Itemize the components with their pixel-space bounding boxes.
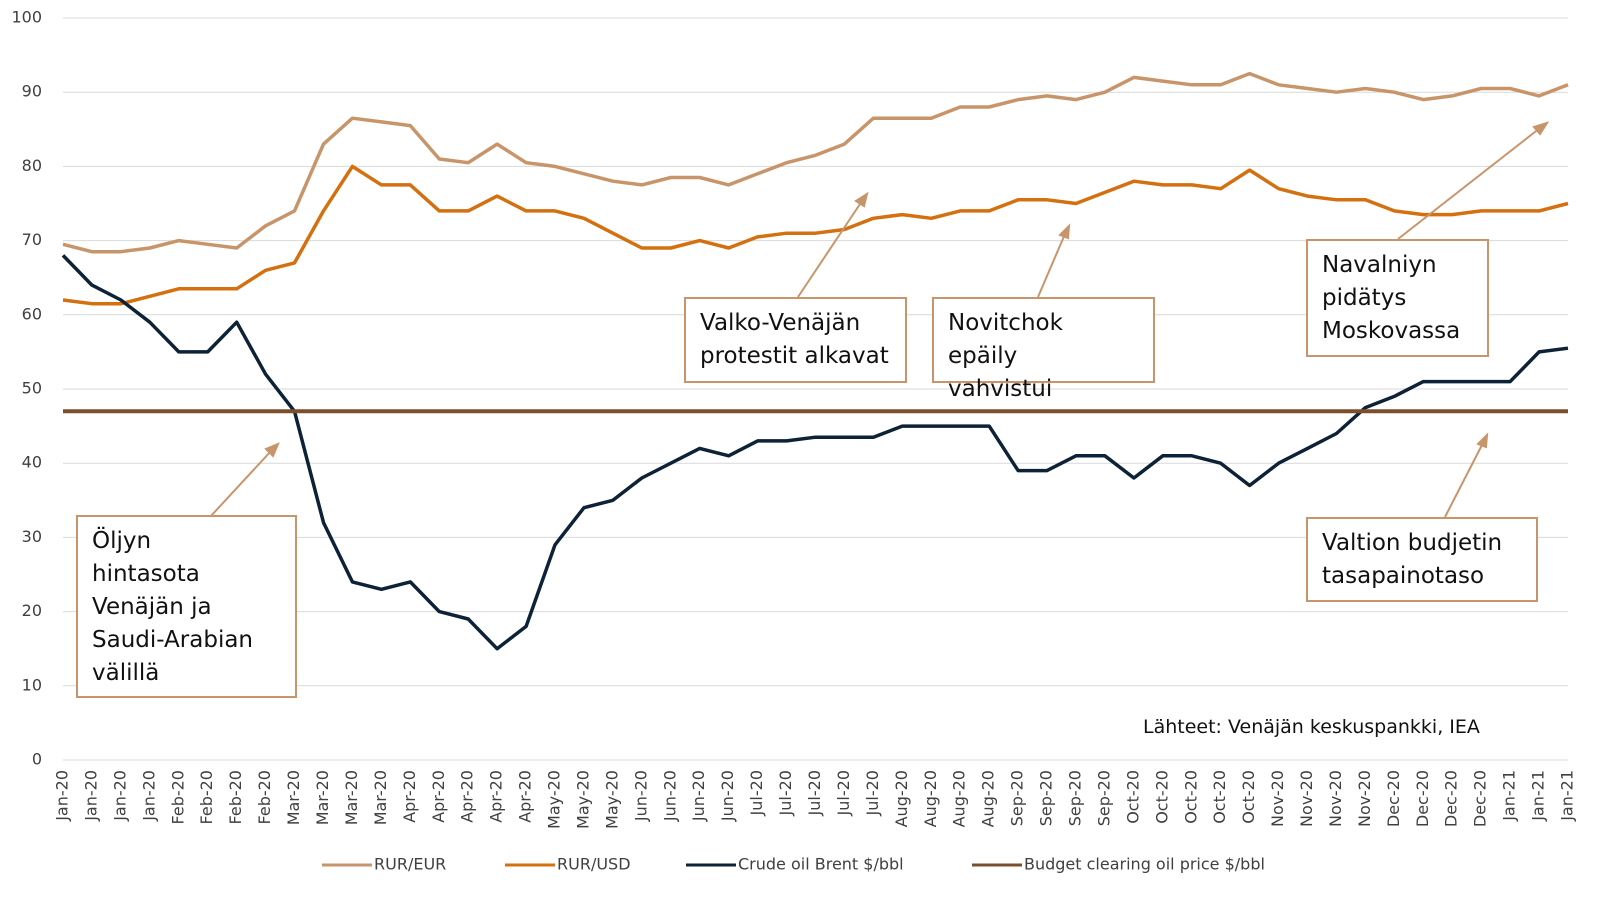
y-tick-label: 40 [22, 453, 42, 472]
y-tick-label: 20 [22, 601, 42, 620]
x-tick-label: Jul-20 [834, 770, 853, 816]
x-tick-label: Apr-20 [458, 770, 477, 823]
y-tick-label: 10 [22, 675, 42, 694]
x-tick-label: Oct-20 [1123, 770, 1142, 824]
x-tick-label: Jul-20 [747, 770, 766, 816]
x-tick-label: Oct-20 [1152, 770, 1171, 824]
x-tick-label: Mar-20 [284, 770, 303, 825]
x-tick-label: Sep-20 [1094, 770, 1113, 826]
x-tick-label: Apr-20 [487, 770, 506, 823]
legend-label: Crude oil Brent $/bbl [738, 855, 904, 874]
x-tick-label: Mar-20 [342, 770, 361, 825]
x-tick-label: Oct-20 [1181, 770, 1200, 824]
x-tick-label: Aug-20 [892, 770, 911, 827]
x-tick-label: Jul-20 [776, 770, 795, 816]
x-tick-label: Jun-20 [718, 770, 737, 822]
x-tick-label: Dec-20 [1384, 770, 1403, 827]
x-tick-label: Nov-20 [1326, 770, 1345, 827]
x-tick-label: May-20 [573, 770, 592, 829]
x-tick-label: Aug-20 [950, 770, 969, 827]
x-tick-label: Feb-20 [168, 770, 187, 824]
x-tick-label: Jun-20 [631, 770, 650, 822]
x-tick-label: Aug-20 [921, 770, 940, 827]
legend-label: Budget clearing oil price $/bbl [1024, 855, 1265, 874]
legend-label: RUR/USD [557, 855, 631, 874]
x-tick-label: Apr-20 [400, 770, 419, 823]
y-tick-label: 60 [22, 304, 42, 323]
x-tick-label: Jul-20 [805, 770, 824, 816]
x-tick-label: Mar-20 [371, 770, 390, 825]
annotation: Valtion budjetin tasapainotaso [1306, 517, 1538, 602]
y-tick-label: 100 [11, 8, 42, 27]
x-tick-label: Oct-20 [1239, 770, 1258, 824]
x-tick-label: Nov-20 [1268, 770, 1287, 827]
x-tick-label: Nov-20 [1355, 770, 1374, 827]
x-tick-label: Jul-20 [863, 770, 882, 816]
x-tick-label: May-20 [602, 770, 621, 829]
x-tick-label: Dec-20 [1413, 770, 1432, 827]
source: Lähteet: Venäjän keskuspankki, IEA [1143, 716, 1480, 738]
y-tick-label: 90 [22, 82, 42, 101]
annotation: Valko-Venäjän protestit alkavat [684, 297, 907, 383]
y-tick-label: 30 [22, 527, 42, 546]
y-tick-label: 70 [22, 230, 42, 249]
x-tick-label: Jan-20 [139, 770, 158, 822]
x-tick-label: Sep-20 [1037, 770, 1056, 826]
y-tick-label: 0 [32, 750, 42, 769]
x-tick-label: Jan-20 [110, 770, 129, 822]
y-tick-label: 80 [22, 156, 42, 175]
x-tick-label: Jan-20 [81, 770, 100, 822]
x-tick-label: Apr-20 [516, 770, 535, 823]
x-tick-label: Mar-20 [313, 770, 332, 825]
x-tick-label: Jan-20 [53, 770, 72, 822]
x-tick-label: Feb-20 [197, 770, 216, 824]
annotation-arrows [209, 121, 1550, 518]
x-tick-label: Sep-20 [1065, 770, 1084, 826]
annotation: Novitchok epäily vahvistui [932, 297, 1155, 402]
x-tick-label: Sep-20 [1008, 770, 1027, 826]
annotation: Öljyn hintasota Venäjän ja Saudi-Arabian… [76, 515, 297, 698]
series-line [61, 254, 1569, 651]
x-tick-label: Jan-21 [1500, 770, 1519, 822]
x-tick-label: Nov-20 [1297, 770, 1316, 827]
x-tick-label: Jan-21 [1558, 770, 1577, 822]
x-tick-label: Dec-20 [1442, 770, 1461, 827]
x-tick-label: May-20 [545, 770, 564, 829]
x-tick-label: Jan-21 [1529, 770, 1548, 822]
x-tick-label: Oct-20 [1210, 770, 1229, 824]
series-line [62, 71, 1569, 254]
x-tick-label: Dec-20 [1471, 770, 1490, 827]
x-tick-label: Feb-20 [255, 770, 274, 824]
y-tick-label: 50 [22, 379, 42, 398]
series-line [62, 164, 1569, 306]
x-tick-label: Aug-20 [979, 770, 998, 827]
x-tick-label: Feb-20 [226, 770, 245, 824]
annotation: Navalniyn pidätys Moskovassa [1306, 239, 1489, 357]
legend-label: RUR/EUR [374, 855, 446, 874]
x-tick-label: Jun-20 [660, 770, 679, 822]
x-tick-label: Apr-20 [429, 770, 448, 823]
x-tick-label: Jun-20 [689, 770, 708, 822]
